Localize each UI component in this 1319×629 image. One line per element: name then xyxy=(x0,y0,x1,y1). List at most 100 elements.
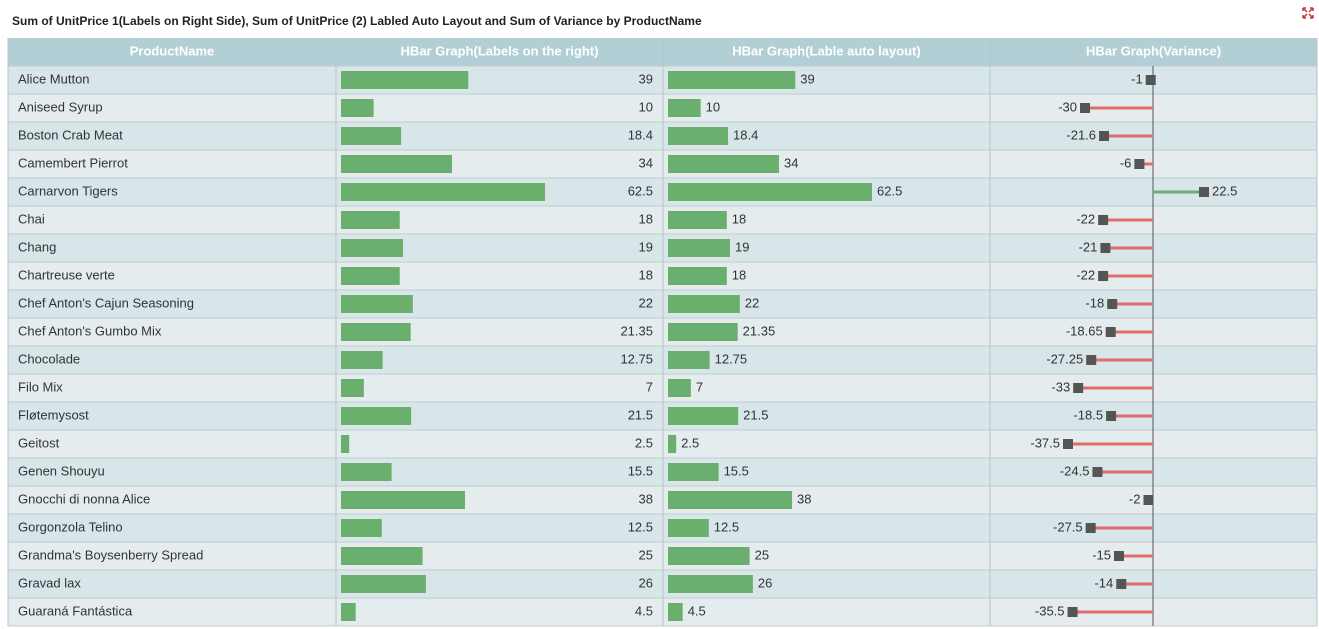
bar xyxy=(668,239,731,257)
value-label: 62.5 xyxy=(877,183,902,198)
value-label: -37.5 xyxy=(1030,435,1060,450)
bar xyxy=(668,379,691,397)
variance-marker xyxy=(1067,607,1078,617)
variance-marker xyxy=(1134,159,1145,169)
bar xyxy=(668,295,740,313)
value-label: -18 xyxy=(1085,295,1104,310)
bar xyxy=(341,463,392,481)
variance-marker xyxy=(1114,551,1124,561)
variance-marker xyxy=(1145,75,1156,85)
expand-icon[interactable] xyxy=(1302,7,1314,19)
value-label: 4.5 xyxy=(688,603,706,618)
value-label: 19 xyxy=(639,239,653,254)
bar xyxy=(341,71,469,89)
bar xyxy=(341,183,545,201)
value-label: 12.5 xyxy=(628,519,653,534)
category-label: Chef Anton's Cajun Seasoning xyxy=(18,295,194,310)
category-label: Gorgonzola Telino xyxy=(18,519,123,534)
bar xyxy=(668,183,872,201)
value-label: 18.4 xyxy=(733,127,758,142)
variance-marker xyxy=(1199,187,1209,197)
value-label: -15 xyxy=(1092,547,1111,562)
value-label: 18 xyxy=(732,211,746,226)
column-header: HBar Graph(Variance) xyxy=(1086,43,1221,58)
category-label: Gnocchi di nonna Alice xyxy=(18,491,150,506)
value-label: -1 xyxy=(1131,71,1143,86)
value-label: 25 xyxy=(755,547,769,562)
variance-marker xyxy=(1085,523,1096,533)
category-label: Grandma's Boysenberry Spread xyxy=(18,547,203,562)
value-label: 18 xyxy=(732,267,746,282)
value-label: 25 xyxy=(639,547,653,562)
bar xyxy=(668,519,709,537)
value-label: 39 xyxy=(800,71,814,86)
value-label: -18.5 xyxy=(1073,407,1103,422)
bar xyxy=(341,99,374,117)
value-label: -14 xyxy=(1094,575,1113,590)
bar xyxy=(668,267,727,285)
variance-marker xyxy=(1086,355,1097,365)
bar xyxy=(341,211,400,229)
bar xyxy=(668,211,727,229)
variance-marker xyxy=(1092,467,1103,477)
bar xyxy=(341,547,423,565)
value-label: 22 xyxy=(639,295,653,310)
bar xyxy=(341,379,364,397)
value-label: 39 xyxy=(639,71,653,86)
category-label: Chai xyxy=(18,211,45,226)
value-label: 10 xyxy=(706,99,720,114)
value-label: 34 xyxy=(784,155,798,170)
column-header: ProductName xyxy=(130,43,215,58)
bar xyxy=(668,491,793,509)
category-label: Gravad lax xyxy=(18,575,81,590)
category-label: Filo Mix xyxy=(18,379,63,394)
value-label: 12.5 xyxy=(714,519,739,534)
value-label: 38 xyxy=(639,491,653,506)
value-label: 15.5 xyxy=(724,463,749,478)
category-label: Chang xyxy=(18,239,56,254)
bar xyxy=(668,323,738,341)
category-label: Guaraná Fantástica xyxy=(18,603,133,618)
value-label: -33 xyxy=(1051,379,1070,394)
value-label: 62.5 xyxy=(628,183,653,198)
category-label: Geitost xyxy=(18,435,60,450)
value-label: 21.5 xyxy=(628,407,653,422)
bar xyxy=(341,239,404,257)
bar xyxy=(668,435,677,453)
variance-marker xyxy=(1106,411,1117,421)
variance-marker xyxy=(1098,271,1109,281)
value-label: -21.6 xyxy=(1066,127,1096,142)
value-label: 2.5 xyxy=(635,435,653,450)
bar xyxy=(668,603,683,621)
value-label: 22.5 xyxy=(1212,183,1237,198)
bar xyxy=(341,267,400,285)
value-label: 21.5 xyxy=(743,407,768,422)
value-label: 34 xyxy=(639,155,653,170)
value-label: 38 xyxy=(797,491,811,506)
category-label: Carnarvon Tigers xyxy=(18,183,118,198)
value-label: 19 xyxy=(735,239,749,254)
value-label: -27.5 xyxy=(1053,519,1083,534)
bar xyxy=(341,603,356,621)
variance-marker xyxy=(1098,215,1109,225)
value-label: -2 xyxy=(1129,491,1141,506)
value-label: -35.5 xyxy=(1035,603,1065,618)
category-label: Aniseed Syrup xyxy=(18,99,103,114)
category-label: Chef Anton's Gumbo Mix xyxy=(18,323,162,338)
value-label: -27.25 xyxy=(1046,351,1083,366)
category-label: Chartreuse verte xyxy=(18,267,115,282)
bar xyxy=(341,127,402,145)
bar xyxy=(668,407,739,425)
variance-marker xyxy=(1143,495,1154,505)
value-label: 12.75 xyxy=(715,351,748,366)
bar xyxy=(341,295,413,313)
variance-marker xyxy=(1099,131,1110,141)
category-label: Chocolade xyxy=(18,351,80,366)
category-label: Fløtemysost xyxy=(18,407,89,422)
bar xyxy=(341,407,412,425)
value-label: 21.35 xyxy=(743,323,776,338)
bar xyxy=(668,351,710,369)
category-label: Alice Mutton xyxy=(18,71,90,86)
column-header: HBar Graph(Labels on the right) xyxy=(401,43,599,58)
value-label: 21.35 xyxy=(620,323,653,338)
